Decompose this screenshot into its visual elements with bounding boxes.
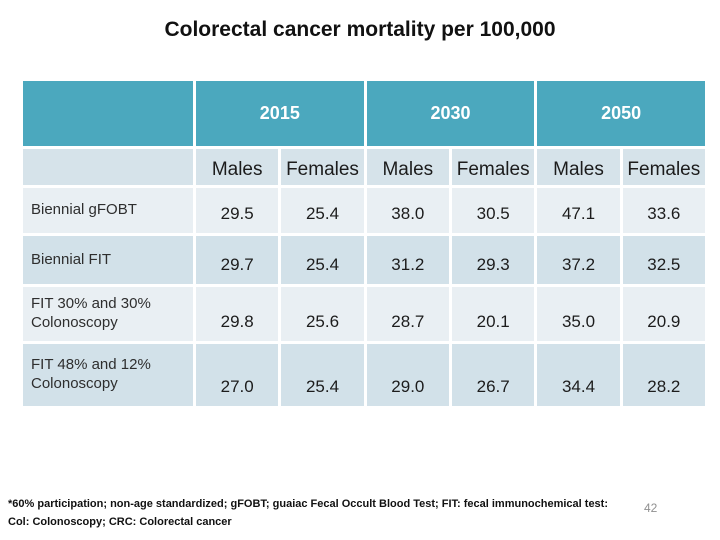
page-number: 42 [644,501,658,515]
value-cell: 25.6 [281,287,364,341]
footnote-line-1: *60% participation; non-age standardized… [8,498,609,510]
value-cell: 25.4 [281,236,364,284]
table-corner-cell [23,81,193,146]
subheader-females-2030: Females [452,149,535,185]
value-cell: 20.9 [622,287,705,341]
value-cell: 28.7 [366,287,449,341]
value-cell: 27.0 [196,344,279,406]
value-cell: 25.4 [281,188,364,233]
footnote-line-2: Col: Colonoscopy; CRC: Colorectal cancer [8,516,232,528]
value-cell: 28.2 [622,344,705,406]
value-cell: 33.6 [622,188,705,233]
row-label-fit-30-colonoscopy: FIT 30% and 30% Colonoscopy [23,287,193,341]
value-cell: 20.1 [452,287,535,341]
value-cell: 29.0 [366,344,449,406]
row-label-biennial-fit: Biennial FIT [23,236,193,284]
value-cell: 29.3 [452,236,535,284]
value-cell: 32.5 [622,236,705,284]
page-title: Colorectal cancer mortality per 100,000 [164,18,556,41]
value-cell: 31.2 [366,236,449,284]
year-header-2050: 2050 [537,81,705,146]
row-label-fit-48-colonoscopy: FIT 48% and 12% Colonoscopy [23,344,193,406]
subheader-empty-cell [23,149,193,185]
value-cell: 29.7 [196,236,279,284]
value-cell: 29.8 [196,287,279,341]
subheader-males-2030: Males [366,149,449,185]
value-cell: 30.5 [452,188,535,233]
value-cell: 38.0 [366,188,449,233]
mortality-table: 2015 2030 2050 Males Females Males Femal… [23,81,705,406]
subheader-males-2050: Males [537,149,620,185]
subheader-females-2015: Females [281,149,364,185]
row-label-biennial-gfobt: Biennial gFOBT [23,188,193,233]
value-cell: 37.2 [537,236,620,284]
value-cell: 34.4 [537,344,620,406]
value-cell: 26.7 [452,344,535,406]
subheader-females-2050: Females [622,149,705,185]
footnote: *60% participation; non-age standardized… [8,495,640,531]
value-cell: 29.5 [196,188,279,233]
value-cell: 47.1 [537,188,620,233]
value-cell: 25.4 [281,344,364,406]
year-header-2015: 2015 [196,81,364,146]
subheader-males-2015: Males [196,149,279,185]
value-cell: 35.0 [537,287,620,341]
year-header-2030: 2030 [366,81,535,146]
